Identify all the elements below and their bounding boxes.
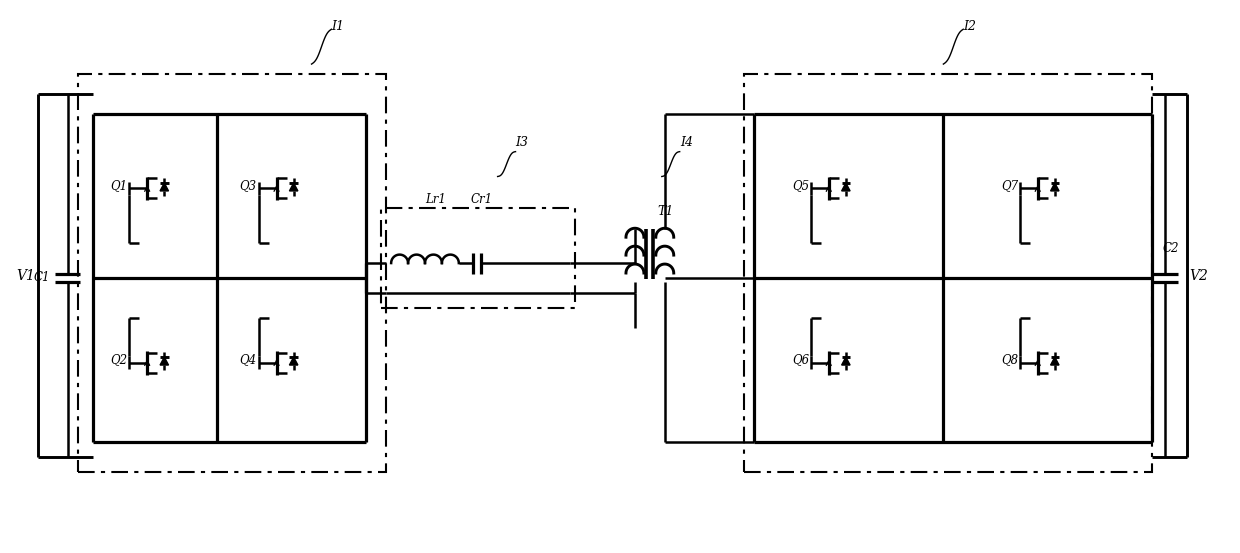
Bar [78, 74, 386, 472]
Text: Q8: Q8 [1001, 353, 1018, 366]
Polygon shape [1050, 183, 1059, 191]
Text: I4: I4 [680, 135, 693, 149]
Polygon shape [1050, 357, 1059, 365]
Text: Q4: Q4 [239, 353, 257, 366]
Bar [381, 208, 575, 308]
Bar [744, 74, 1152, 472]
Text: I1: I1 [331, 20, 345, 33]
Polygon shape [842, 357, 851, 365]
Text: V2: V2 [1189, 269, 1209, 283]
Text: Cr1: Cr1 [471, 194, 492, 206]
Polygon shape [289, 357, 298, 365]
Text: T1: T1 [657, 205, 675, 218]
Polygon shape [160, 357, 169, 365]
Text: C2: C2 [1162, 242, 1179, 254]
Text: I2: I2 [963, 20, 976, 33]
Polygon shape [842, 183, 851, 191]
Polygon shape [289, 183, 298, 191]
Text: Lr1: Lr1 [425, 194, 446, 206]
Text: C1: C1 [33, 272, 50, 284]
Text: I3: I3 [516, 135, 528, 149]
Text: Q1: Q1 [110, 179, 128, 192]
Text: V1: V1 [16, 269, 36, 283]
Text: Q3: Q3 [239, 179, 257, 192]
Polygon shape [160, 183, 169, 191]
Text: Q7: Q7 [1001, 179, 1018, 192]
Text: Q5: Q5 [792, 179, 808, 192]
Text: Q6: Q6 [792, 353, 808, 366]
Text: Q2: Q2 [110, 353, 128, 366]
